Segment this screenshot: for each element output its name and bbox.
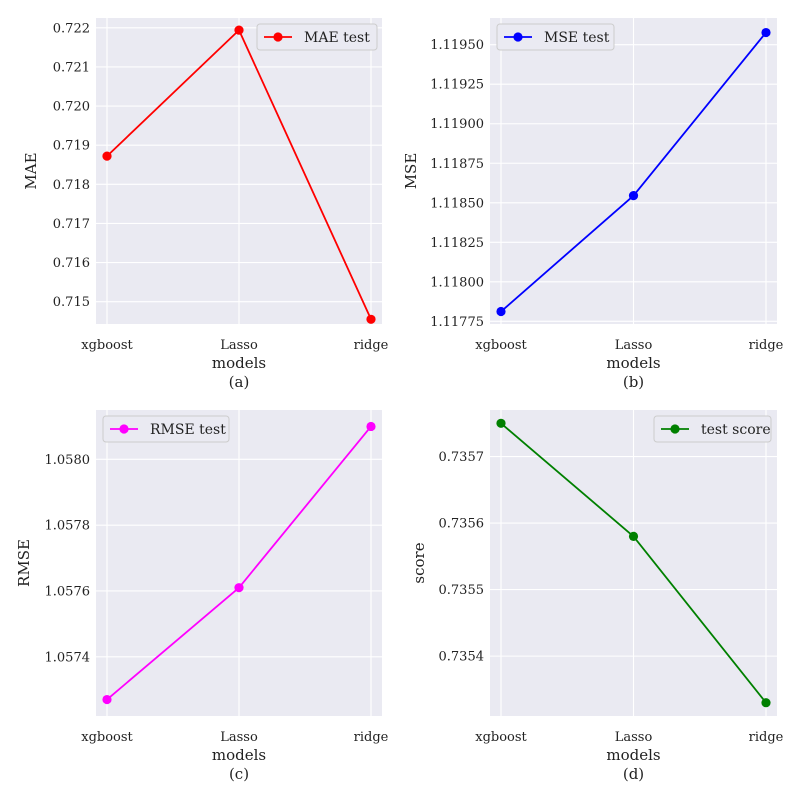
- x-tick-label: xgboost: [475, 730, 527, 745]
- y-axis-label: MSE: [402, 153, 420, 190]
- x-tick-label: ridge: [749, 338, 784, 353]
- data-point: [628, 531, 639, 541]
- data-point: [496, 418, 506, 428]
- x-tick-label: xgboost: [475, 338, 527, 353]
- legend-marker: [513, 32, 523, 42]
- legend-box: [102, 415, 230, 443]
- y-tick-label: 1.11825: [430, 236, 484, 251]
- legend-box: [653, 415, 772, 443]
- panel-caption: (c): [229, 765, 249, 783]
- y-tick-label: 1.11900: [430, 117, 484, 132]
- x-tick-label: xgboost: [81, 338, 133, 353]
- y-axis-label: score: [410, 542, 428, 583]
- x-tick-label: ridge: [354, 730, 389, 745]
- y-tick-label: 0.718: [53, 178, 90, 193]
- x-axis-label: models: [212, 746, 266, 764]
- x-tick-label: Lasso: [220, 338, 258, 353]
- y-tick-label: 1.11800: [430, 275, 484, 290]
- data-point: [366, 421, 376, 432]
- legend-box: [256, 23, 378, 51]
- x-tick-label: xgboost: [81, 730, 133, 745]
- y-tick-label: 1.0574: [45, 650, 91, 665]
- data-point: [761, 698, 771, 708]
- legend-marker: [670, 424, 680, 434]
- legend-label: MAE test: [304, 30, 370, 46]
- y-tick-label: 0.719: [53, 139, 90, 154]
- panel-caption: (b): [623, 373, 644, 391]
- legend-label: MSE test: [544, 30, 610, 46]
- y-tick-label: 0.7356: [439, 517, 485, 532]
- data-point: [628, 191, 639, 201]
- y-tick-label: 0.720: [53, 100, 90, 115]
- legend: test score: [653, 415, 772, 443]
- y-tick-label: 0.717: [53, 217, 90, 232]
- legend: MSE test: [496, 23, 615, 51]
- panel-caption: (a): [229, 373, 250, 391]
- y-tick-label: 1.11950: [430, 38, 484, 53]
- x-tick-label: Lasso: [220, 730, 258, 745]
- y-tick-label: 1.11775: [430, 315, 484, 330]
- chart-panel-d: 0.7354 0.7355 0.7356 0.7357 xgboost Lasso ridg…: [410, 410, 784, 783]
- y-tick-label: 1.11875: [430, 157, 484, 172]
- y-tick-label: 0.722: [53, 21, 90, 36]
- data-point: [102, 151, 112, 161]
- legend: MAE test: [256, 23, 378, 51]
- y-tick-label: 0.716: [53, 256, 90, 271]
- legend-marker: [273, 32, 283, 42]
- legend-marker: [119, 424, 129, 434]
- y-tick-label: 1.11925: [430, 78, 484, 93]
- data-point: [102, 694, 112, 705]
- legend-label: RMSE test: [150, 422, 226, 438]
- y-tick-label: 0.7355: [439, 583, 485, 598]
- data-point: [366, 314, 376, 324]
- y-tick-label: 0.715: [53, 295, 90, 310]
- x-tick-label: ridge: [749, 730, 784, 745]
- y-tick-label: 1.0580: [45, 453, 91, 468]
- data-point: [761, 27, 771, 38]
- y-tick-label: 1.11850: [430, 196, 484, 211]
- chart-panel-a: 0.715 0.716 0.717 0.718 0.719 0.720 0.721 0.722…: [22, 18, 389, 391]
- x-axis-label: models: [606, 746, 660, 764]
- x-tick-label: ridge: [354, 338, 389, 353]
- x-axis-label: models: [606, 354, 660, 372]
- panel-caption: (d): [623, 765, 644, 783]
- x-tick-label: Lasso: [615, 730, 653, 745]
- y-tick-label: 1.0576: [45, 584, 91, 599]
- y-axis-label: MAE: [22, 152, 40, 189]
- data-point: [234, 25, 244, 35]
- legend-label: test score: [701, 422, 771, 438]
- y-tick-label: 1.0578: [45, 519, 91, 534]
- x-tick-label: Lasso: [615, 338, 653, 353]
- y-tick-label: 0.7354: [439, 650, 485, 665]
- chart-panel-b: 1.11775 1.11800 1.11825 1.11850 1.11875 1.119…: [402, 18, 784, 391]
- y-tick-label: 0.721: [53, 60, 90, 75]
- y-axis-label: RMSE: [15, 539, 33, 587]
- y-tick-label: 0.7357: [439, 450, 485, 465]
- data-point: [496, 306, 506, 317]
- legend: RMSE test: [102, 415, 230, 443]
- chart-panel-c: 1.0574 1.0576 1.0578 1.0580 xgboost Lasso ridg…: [15, 410, 389, 783]
- data-point: [234, 583, 244, 593]
- legend-box: [496, 23, 615, 51]
- x-axis-label: models: [212, 354, 266, 372]
